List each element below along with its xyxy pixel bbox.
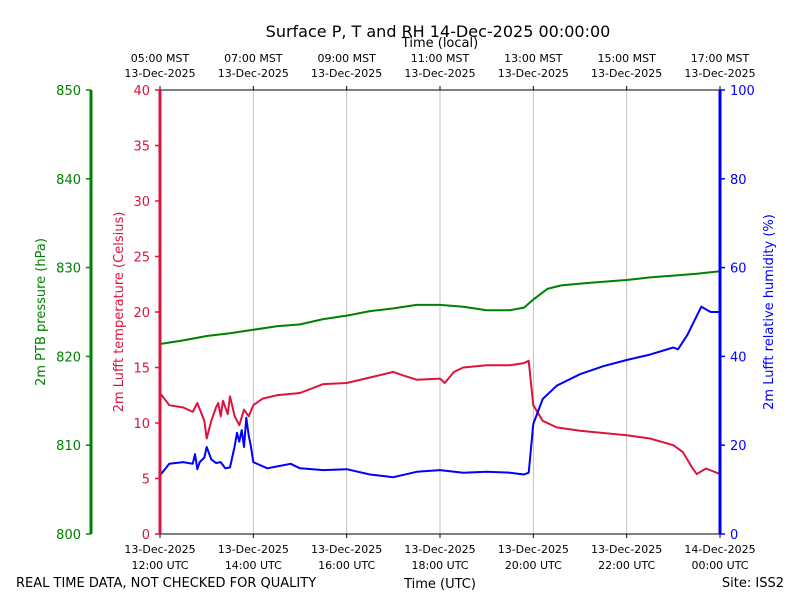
pressure-tick-label: 840 [56, 173, 81, 188]
pressure-axis-title: 2m PTB pressure (hPa) [34, 238, 49, 386]
grid-lines [252, 90, 628, 534]
top-tick-label-date: 13-Dec-2025 [684, 67, 755, 80]
temperature-tick-label: 10 [133, 417, 150, 432]
x-tick-label-date: 13-Dec-2025 [311, 543, 382, 556]
top-tick-label-date: 13-Dec-2025 [124, 67, 195, 80]
pressure-tick-label: 800 [56, 528, 81, 543]
bottom-axis-title: Time (UTC) [403, 577, 476, 592]
x-tick-label-date: 13-Dec-2025 [498, 543, 569, 556]
humidity-tick-label: 20 [730, 439, 747, 454]
top-tick-label-time: 11:00 MST [411, 52, 470, 65]
top-tick-label-time: 05:00 MST [131, 52, 190, 65]
pressure-tick-label: 820 [56, 350, 81, 365]
x-tick-label-date: 14-Dec-2025 [684, 543, 755, 556]
x-tick-label-time: 16:00 UTC [318, 559, 375, 572]
top-tick-label-date: 13-Dec-2025 [404, 67, 475, 80]
humidity-series-line [159, 305, 720, 479]
x-tick-label-date: 13-Dec-2025 [218, 543, 289, 556]
quality-note: REAL TIME DATA, NOT CHECKED FOR QUALITY [16, 576, 317, 591]
temperature-tick-label: 35 [133, 140, 150, 155]
x-tick-label-time: 20:00 UTC [505, 559, 562, 572]
x-tick-label-time: 18:00 UTC [411, 559, 468, 572]
top-tick-label-date: 13-Dec-2025 [218, 67, 289, 80]
temperature-tick-label: 5 [142, 473, 150, 488]
humidity-tick-label: 40 [730, 350, 747, 365]
x-tick-label-date: 13-Dec-2025 [124, 543, 195, 556]
ticks-group: 13-Dec-2025 12:00 UTC 13-Dec-2025 14:00 UTC… [56, 52, 755, 572]
x-tick-label-time: 22:00 UTC [598, 559, 655, 572]
site-label: Site: ISS2 [721, 576, 784, 591]
top-tick-label-date: 13-Dec-2025 [311, 67, 382, 80]
temperature-axis-title: 2m Lufft temperature (Celsius) [112, 212, 127, 413]
x-tick-label-date: 13-Dec-2025 [591, 543, 662, 556]
temperature-tick-label: 25 [133, 251, 150, 266]
humidity-tick-label: 80 [730, 173, 747, 188]
temperature-tick-label: 40 [133, 84, 150, 99]
series-group [159, 270, 721, 479]
temperature-tick-label: 20 [133, 306, 150, 321]
top-axis-title: Time (local) [401, 36, 478, 51]
top-tick-label-time: 09:00 MST [317, 52, 376, 65]
x-tick-label-time: 14:00 UTC [225, 559, 282, 572]
temperature-tick-label: 30 [133, 195, 150, 210]
temperature-tick-label: 0 [142, 528, 150, 543]
top-tick-label-time: 13:00 MST [504, 52, 563, 65]
x-tick-label-date: 13-Dec-2025 [404, 543, 475, 556]
temperature-tick-label: 15 [133, 362, 150, 377]
x-tick-label-time: 12:00 UTC [131, 559, 188, 572]
chart-title: Surface P, T and RH 14-Dec-2025 00:00:00 [266, 22, 611, 41]
humidity-tick-label: 100 [730, 84, 755, 99]
top-tick-label-time: 07:00 MST [224, 52, 283, 65]
pressure-tick-label: 810 [56, 439, 81, 454]
top-tick-label-time: 15:00 MST [597, 52, 656, 65]
humidity-axis-title: 2m Lufft relative humidity (%) [762, 214, 777, 410]
top-tick-label-time: 17:00 MST [691, 52, 750, 65]
pressure-tick-label: 830 [56, 262, 81, 277]
x-tick-label-time: 00:00 UTC [691, 559, 748, 572]
axes-group [89, 89, 722, 535]
top-tick-label-date: 13-Dec-2025 [591, 67, 662, 80]
pressure-series-line [159, 270, 721, 345]
top-tick-label-date: 13-Dec-2025 [498, 67, 569, 80]
humidity-tick-label: 0 [730, 528, 738, 543]
pressure-tick-label: 850 [56, 84, 81, 99]
temperature-series-line [159, 359, 721, 476]
humidity-tick-label: 60 [730, 262, 747, 277]
